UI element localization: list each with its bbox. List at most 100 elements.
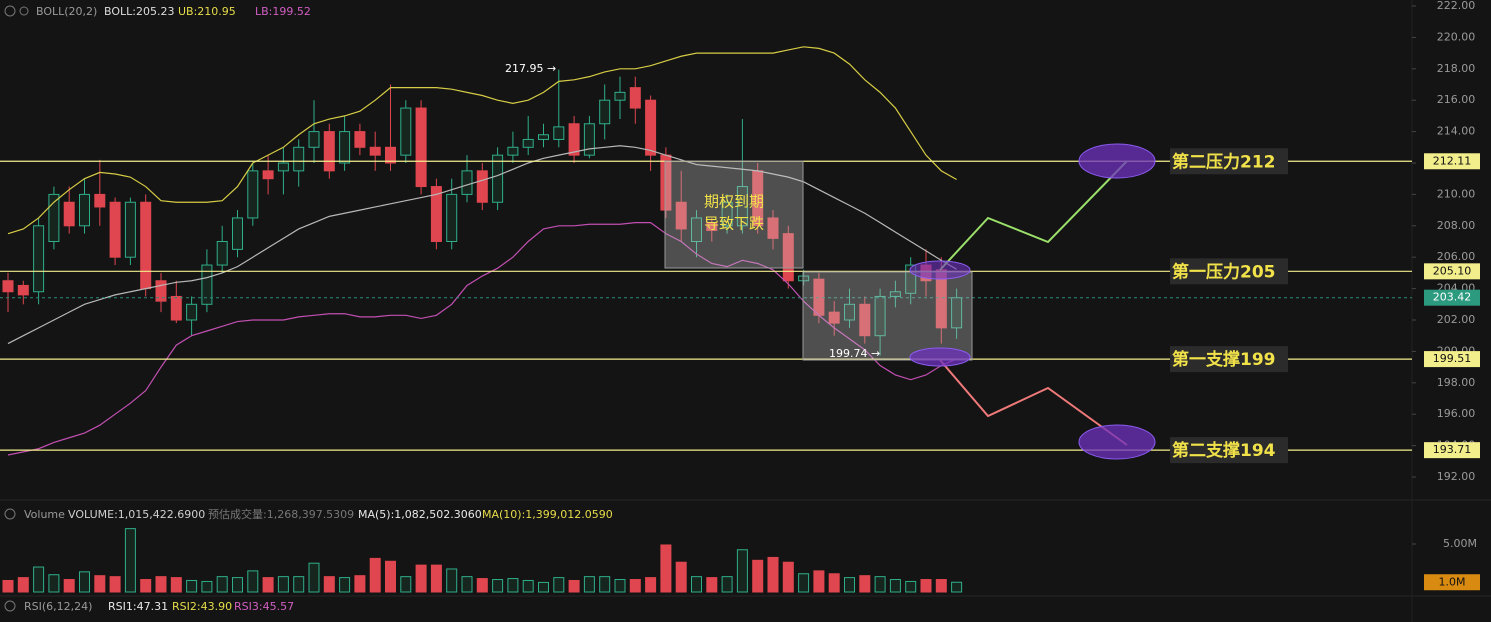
volume-ma5: MA(5):1,082,502.3060 <box>358 508 482 521</box>
volume-last-label: 1.0M <box>1439 575 1466 588</box>
candle-body <box>155 280 167 302</box>
level-price: 193.71 <box>1433 443 1472 456</box>
candle-body <box>277 162 289 172</box>
band-line <box>7 46 957 235</box>
overlay: 期权到期 导致下跌 217.95 → 199.74 → <box>505 62 1156 460</box>
header-icon[interactable] <box>4 508 16 520</box>
candle-body <box>645 99 657 156</box>
plot <box>0 46 1412 593</box>
candle-body <box>675 201 687 230</box>
candle-body <box>828 311 840 324</box>
level-box <box>1424 442 1480 459</box>
indicator-value: BOLL:205.23 <box>104 5 174 18</box>
volume-bar <box>140 579 152 593</box>
y-tick-label: 220.00 <box>1437 30 1476 43</box>
volume-bar <box>308 562 320 593</box>
highlight-box <box>802 271 973 361</box>
high-annotation: 217.95 → <box>505 62 556 75</box>
y-tick-label: 218.00 <box>1437 62 1476 75</box>
level-price: 199.51 <box>1433 352 1472 365</box>
candle-body <box>79 193 90 227</box>
y-tick-label: 192.00 <box>1437 470 1476 483</box>
volume-bar <box>201 580 213 593</box>
band-line <box>7 145 957 345</box>
candle-body <box>461 170 473 195</box>
y-tick-label: 206.00 <box>1437 250 1476 263</box>
volume-bar <box>400 576 412 593</box>
projection-down <box>939 359 1128 446</box>
volume-bar <box>767 556 779 593</box>
volume-bar <box>2 579 14 593</box>
candle-body <box>844 303 855 321</box>
rsi-name: RSI(6,12,24) <box>24 600 92 613</box>
candle-body <box>767 217 779 239</box>
volume-bar <box>63 579 75 593</box>
candle-body <box>446 193 458 242</box>
candle-body <box>889 291 901 297</box>
candle-body <box>492 154 504 203</box>
volume-bar <box>476 578 488 593</box>
volume-bar <box>94 575 106 593</box>
candle-body <box>691 217 702 242</box>
last-price-label: 203.42 <box>1433 291 1472 304</box>
indicator-value: UB:210.95 <box>178 5 236 18</box>
volume-bar <box>124 528 136 593</box>
projection-up <box>939 160 1128 271</box>
volume-bar <box>262 577 274 593</box>
volume-bar <box>614 579 626 593</box>
volume-bar <box>385 560 396 593</box>
candle-body <box>553 126 565 140</box>
candle-body <box>140 201 152 290</box>
volume-bar <box>48 574 60 593</box>
header-icon[interactable] <box>4 600 16 612</box>
candle-body <box>33 225 45 293</box>
volume-bar <box>844 577 855 593</box>
volume-bar <box>170 577 182 593</box>
box-text: 导致下跌 <box>704 215 764 233</box>
volume-bar <box>721 576 733 593</box>
volume-bar <box>889 579 901 593</box>
volume-bar <box>752 559 764 593</box>
volume-bar <box>553 577 565 593</box>
level-label: 第二压力212 <box>1172 151 1276 172</box>
volume-bar <box>339 577 351 593</box>
y-tick-label: 210.00 <box>1437 187 1476 200</box>
level-box <box>1424 263 1480 280</box>
candle-body <box>583 123 595 156</box>
volume-bar <box>905 580 917 593</box>
volume-bar <box>629 579 641 593</box>
candle-body <box>859 303 871 337</box>
header-icon[interactable] <box>4 5 16 17</box>
volume-bar <box>354 575 366 593</box>
candle-body <box>706 222 718 232</box>
volume-bar <box>415 564 427 593</box>
volume-last-box <box>1424 574 1480 591</box>
y-tick-label: 198.00 <box>1437 376 1476 389</box>
level-label: 第一支撑199 <box>1172 349 1276 370</box>
volume-bar <box>675 561 687 593</box>
volume-bar <box>293 576 305 593</box>
candle-body <box>385 146 396 164</box>
volume-ma10: MA(10):1,399,012.0590 <box>482 508 613 521</box>
volume-bar <box>660 544 672 593</box>
candle-body <box>905 264 917 294</box>
candle-body <box>538 134 549 140</box>
rsi-value: RSI2:43.90 <box>172 600 232 613</box>
candle-body <box>782 233 794 282</box>
candle-body <box>63 201 75 227</box>
candle-body <box>354 131 366 148</box>
header-icon[interactable] <box>19 6 29 16</box>
y-tick-label: 208.00 <box>1437 219 1476 232</box>
candle-body <box>629 87 641 109</box>
indicator-value: LB:199.52 <box>255 5 311 18</box>
volume-bar <box>461 576 473 593</box>
y-tick-label: 214.00 <box>1437 125 1476 138</box>
level-label: 第二支撑194 <box>1172 440 1276 461</box>
volume-bar <box>706 577 718 593</box>
candle-body <box>124 201 136 258</box>
level-label-bg <box>1170 437 1288 464</box>
level-label-bg <box>1170 346 1288 373</box>
low-annotation: 199.74 → <box>829 347 880 360</box>
